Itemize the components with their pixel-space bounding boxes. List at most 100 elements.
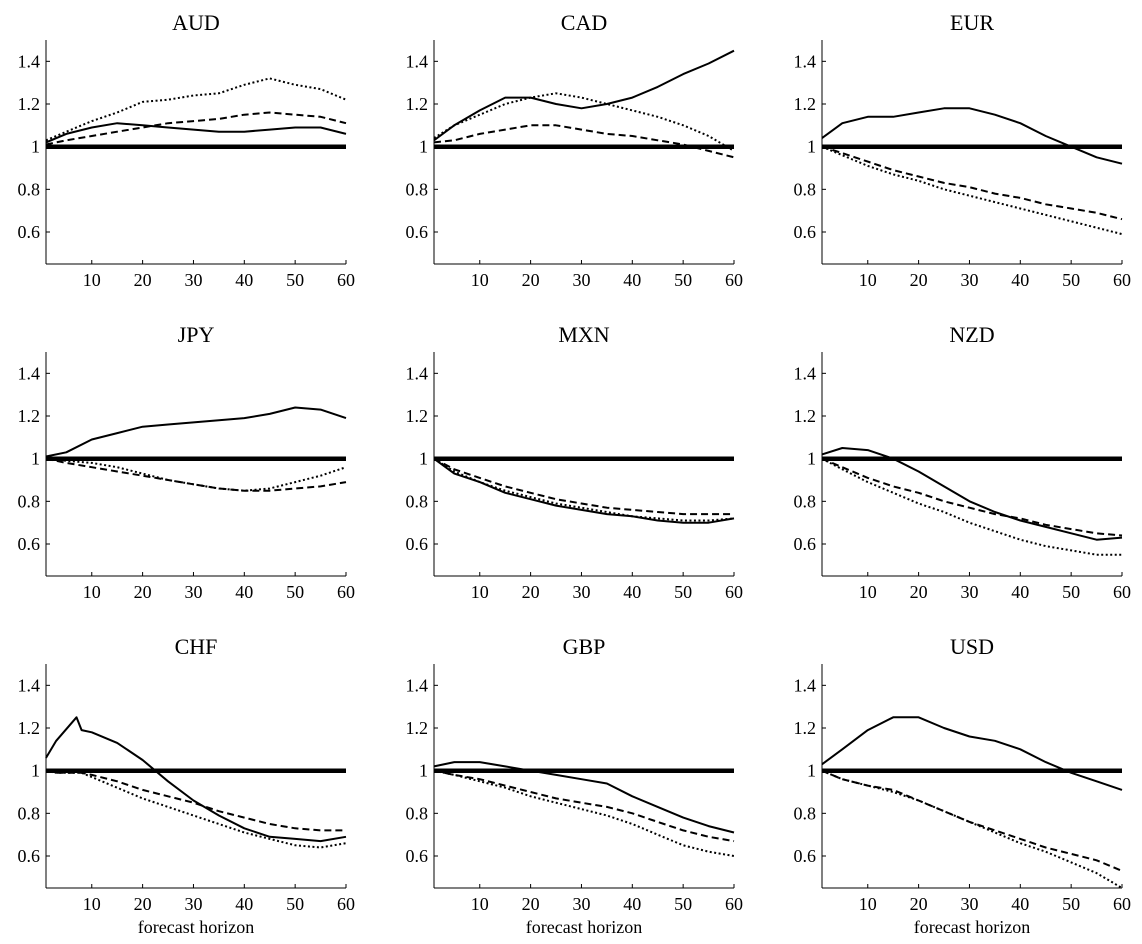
series-line-dashed bbox=[821, 769, 1123, 872]
y-tick-label: 1.4 bbox=[18, 675, 41, 695]
series-line-dotted bbox=[45, 77, 347, 142]
series-line-dotted bbox=[45, 769, 347, 849]
series-line-dashed bbox=[45, 111, 347, 146]
x-tick-label: 30 bbox=[184, 894, 202, 914]
x-tick-label: 50 bbox=[1062, 270, 1080, 290]
y-tick-label: 1 bbox=[807, 449, 816, 469]
y-tick-label: 1 bbox=[807, 761, 816, 781]
y-tick-label: 1.2 bbox=[406, 718, 429, 738]
panel-nzd: NZD 0.6 0.8 1 1.2 1.4 10 20 30 40 50 60 bbox=[794, 322, 1132, 602]
series-line-solid bbox=[821, 447, 1123, 541]
y-tick-label: 0.8 bbox=[794, 491, 817, 511]
panel-title: AUD bbox=[172, 10, 220, 35]
y-tick-label: 1 bbox=[31, 449, 40, 469]
y-tick-label: 0.6 bbox=[406, 222, 429, 242]
x-tick-label: 40 bbox=[1011, 894, 1029, 914]
x-tick-label: 30 bbox=[184, 582, 202, 602]
y-tick-label: 1.4 bbox=[794, 51, 817, 71]
series-line-dotted bbox=[45, 457, 347, 492]
y-tick-label: 0.6 bbox=[794, 846, 817, 866]
x-tick-label: 20 bbox=[522, 270, 540, 290]
y-tick-label: 1.4 bbox=[406, 675, 429, 695]
y-tick-label: 1.4 bbox=[406, 51, 429, 71]
y-tick-label: 0.8 bbox=[794, 179, 817, 199]
x-tick-label: 10 bbox=[859, 270, 877, 290]
panel-title: NZD bbox=[949, 322, 994, 347]
x-tick-label: 10 bbox=[471, 270, 489, 290]
y-tick-label: 1 bbox=[419, 449, 428, 469]
x-tick-label: 50 bbox=[674, 894, 692, 914]
series-line-dotted bbox=[433, 769, 735, 857]
x-tick-label: 20 bbox=[134, 582, 152, 602]
panel-chf: CHF 0.6 0.8 1 1.2 1.4 10 20 30 40 50 60 forecast hor… bbox=[18, 634, 356, 937]
y-tick-label: 0.6 bbox=[406, 534, 429, 554]
panel-eur: EUR 0.6 0.8 1 1.2 1.4 10 20 30 40 50 60 bbox=[794, 10, 1132, 290]
series-line-dashed bbox=[821, 145, 1123, 221]
series-line-dashed bbox=[433, 457, 734, 516]
y-tick-label: 0.6 bbox=[794, 534, 817, 554]
x-tick-label: 50 bbox=[1062, 894, 1080, 914]
series-line-dashed bbox=[433, 769, 735, 843]
y-tick-label: 1.2 bbox=[18, 406, 41, 426]
x-tick-label: 30 bbox=[572, 894, 590, 914]
y-tick-label: 1 bbox=[31, 137, 40, 157]
x-tick-label: 20 bbox=[910, 894, 928, 914]
series-line-solid bbox=[45, 406, 347, 458]
y-tick-label: 0.6 bbox=[18, 222, 41, 242]
y-tick-label: 0.6 bbox=[794, 222, 817, 242]
series-line-solid bbox=[821, 716, 1123, 791]
series-line-solid bbox=[45, 716, 347, 843]
x-tick-label: 20 bbox=[134, 270, 152, 290]
series-line-dotted bbox=[433, 92, 735, 152]
x-tick-label: 30 bbox=[960, 582, 978, 602]
y-tick-label: 1 bbox=[31, 761, 40, 781]
x-tick-label: 20 bbox=[910, 270, 928, 290]
x-tick-label: 10 bbox=[83, 582, 101, 602]
x-tick-label: 40 bbox=[235, 582, 253, 602]
y-tick-label: 0.6 bbox=[18, 846, 41, 866]
x-tick-label: 60 bbox=[725, 270, 743, 290]
series-line-dotted bbox=[821, 145, 1123, 236]
panel-jpy: JPY 0.6 0.8 1 1.2 1.4 10 20 30 40 50 60 bbox=[18, 322, 356, 602]
y-tick-label: 1 bbox=[807, 137, 816, 157]
x-tick-label: 60 bbox=[725, 894, 743, 914]
x-tick-label: 60 bbox=[337, 894, 355, 914]
x-tick-label: 10 bbox=[83, 894, 101, 914]
panel-usd: USD 0.6 0.8 1 1.2 1.4 10 20 30 40 50 60 forecast hor… bbox=[794, 634, 1132, 937]
series-line-solid bbox=[433, 457, 735, 524]
y-tick-label: 0.8 bbox=[406, 179, 429, 199]
y-tick-label: 0.6 bbox=[18, 534, 41, 554]
panel-title: CHF bbox=[175, 634, 218, 659]
x-tick-label: 30 bbox=[572, 582, 590, 602]
y-tick-label: 1 bbox=[419, 761, 428, 781]
x-axis-label: forecast horizon bbox=[526, 917, 642, 937]
y-tick-label: 1.2 bbox=[18, 94, 41, 114]
panel-title: EUR bbox=[950, 10, 994, 35]
series-line-dotted bbox=[821, 769, 1123, 889]
x-tick-label: 40 bbox=[235, 270, 253, 290]
x-tick-label: 50 bbox=[674, 582, 692, 602]
panel-title: CAD bbox=[561, 10, 607, 35]
x-tick-label: 50 bbox=[286, 894, 304, 914]
x-tick-label: 60 bbox=[725, 582, 743, 602]
y-tick-label: 1.2 bbox=[406, 406, 429, 426]
x-axis-label: forecast horizon bbox=[138, 917, 254, 937]
x-tick-label: 40 bbox=[623, 582, 641, 602]
y-tick-label: 1.2 bbox=[794, 406, 817, 426]
panel-mxn: MXN 0.6 0.8 1 1.2 1.4 10 20 30 40 50 60 bbox=[406, 322, 744, 602]
panel-aud: AUD 0.6 0.8 1 1.2 1.4 10 20 30 40 50 60 bbox=[18, 10, 356, 290]
x-tick-label: 40 bbox=[623, 894, 641, 914]
y-tick-label: 0.8 bbox=[406, 803, 429, 823]
x-tick-label: 10 bbox=[471, 894, 489, 914]
x-tick-label: 20 bbox=[522, 894, 540, 914]
x-tick-label: 30 bbox=[184, 270, 202, 290]
y-tick-label: 0.8 bbox=[18, 491, 41, 511]
x-tick-label: 30 bbox=[960, 270, 978, 290]
x-tick-label: 60 bbox=[337, 582, 355, 602]
y-tick-label: 1.4 bbox=[18, 51, 41, 71]
x-tick-label: 10 bbox=[83, 270, 101, 290]
x-tick-label: 50 bbox=[674, 270, 692, 290]
y-tick-label: 0.8 bbox=[406, 491, 429, 511]
x-tick-label: 60 bbox=[1113, 894, 1131, 914]
y-tick-label: 1.4 bbox=[18, 363, 41, 383]
